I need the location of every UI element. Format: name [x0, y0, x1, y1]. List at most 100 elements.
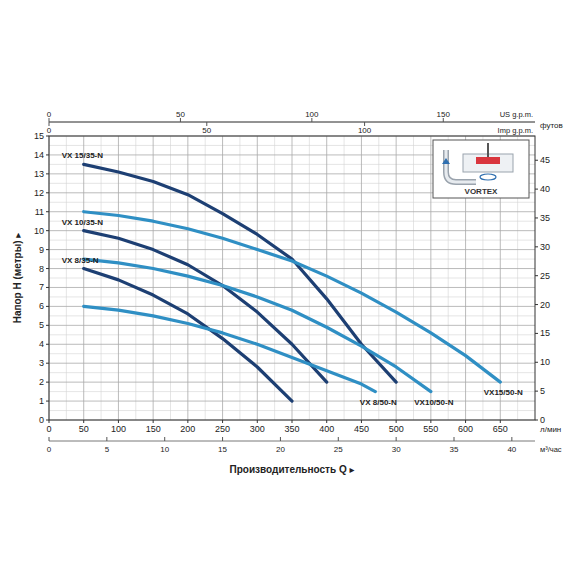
icon-label: VORTEX	[465, 187, 499, 196]
secondary-tick-label: 100	[358, 126, 372, 135]
grid-line	[49, 382, 535, 383]
grid-line	[49, 325, 535, 326]
x-tick	[465, 420, 466, 423]
secondary-axis-label: Imp g.p.m.	[498, 126, 533, 135]
series-label: VX 8/50-N	[360, 398, 397, 407]
y2-tick-label: 15	[540, 328, 550, 338]
secondary-axis-line	[49, 122, 535, 123]
y-tick-label: 14	[34, 150, 44, 160]
secondary-axis-line	[49, 441, 535, 442]
y-tick	[46, 230, 49, 231]
secondary-tick-label: 0	[47, 110, 52, 119]
secondary-tick	[396, 437, 397, 441]
x-tick	[222, 420, 223, 423]
secondary-tick-label: 0	[47, 445, 52, 454]
y-tick-label: 10	[34, 226, 44, 236]
y-tick	[46, 192, 49, 193]
y2-tick-label: 0	[540, 415, 545, 425]
series-label: VX 10/35-N	[62, 218, 104, 227]
y-tick-label: 5	[39, 320, 44, 330]
vortex-icon: VORTEX	[433, 140, 529, 198]
grid-line	[257, 136, 258, 420]
y2-tick	[535, 391, 538, 392]
secondary-axis-label: US g.p.m.	[500, 110, 533, 119]
secondary-tick-label: 10	[160, 445, 169, 454]
pump-curve	[84, 212, 501, 382]
y-tick	[46, 382, 49, 383]
secondary-tick	[511, 437, 512, 441]
x-tick	[361, 420, 362, 423]
grid-line	[49, 268, 535, 269]
y-tick	[46, 249, 49, 250]
grid-line	[49, 230, 535, 231]
y-tick-label: 2	[39, 377, 44, 387]
x-tick-label: 350	[284, 424, 299, 434]
icon-frame	[433, 140, 529, 198]
secondary-tick	[338, 437, 339, 441]
secondary-axis-label: м³/час	[540, 445, 562, 454]
secondary-tick-label: 15	[218, 445, 227, 454]
secondary-tick-label: 5	[105, 445, 110, 454]
secondary-tick	[280, 437, 281, 441]
grid-line	[49, 249, 535, 250]
series-label: VX 15/35-N	[62, 151, 104, 160]
y2-axis-title: футов	[540, 121, 563, 130]
grid-line	[49, 306, 535, 307]
grid-line	[49, 363, 535, 364]
secondary-tick-label: 35	[450, 445, 459, 454]
y-tick-label: 12	[34, 188, 44, 198]
grid-line	[83, 136, 84, 420]
y2-tick-label: 30	[540, 242, 550, 252]
secondary-tick-label: 30	[392, 445, 401, 454]
y-axis-title: Напор H (метры) ▸	[12, 233, 23, 324]
y-tick-label: 9	[39, 245, 44, 255]
y-tick-label: 15	[34, 131, 44, 141]
x-tick	[292, 420, 293, 423]
y-tick	[46, 173, 49, 174]
x-tick-label: 300	[250, 424, 265, 434]
chart: 0123456789101112131415Напор H (метры) ▸0…	[0, 0, 570, 570]
grid	[49, 136, 535, 420]
y2-tick-label: 40	[540, 184, 550, 194]
series-label: VX10/50-N	[414, 398, 453, 407]
pump-curve	[84, 306, 376, 391]
secondary-tick	[454, 437, 455, 441]
y-tick-label: 8	[39, 264, 44, 274]
y2-tick	[535, 304, 538, 305]
y2-tick-label: 20	[540, 300, 550, 310]
y-tick-label: 13	[34, 169, 44, 179]
x-tick-label: 0	[46, 424, 51, 434]
y-tick-label: 11	[35, 207, 44, 217]
pump-curve	[84, 259, 431, 392]
y2-tick-label: 35	[540, 213, 550, 223]
curves	[84, 164, 501, 401]
x-axis-title: Производительность Q ▸	[230, 464, 355, 475]
x-tick-label: 600	[458, 424, 473, 434]
y2-tick	[535, 275, 538, 276]
y2-tick	[535, 189, 538, 190]
y-tick	[46, 268, 49, 269]
y-tick-label: 4	[39, 339, 44, 349]
secondary-tick-label: 100	[305, 110, 319, 119]
y-tick	[46, 136, 49, 137]
secondary-tick-label: 50	[176, 110, 185, 119]
plot-frame	[49, 136, 535, 420]
x-tick	[326, 420, 327, 423]
y-tick	[46, 306, 49, 307]
x-tick-label: 50	[79, 424, 89, 434]
x-tick-label: 550	[423, 424, 438, 434]
secondary-tick-label: 50	[202, 126, 211, 135]
icon-vortex	[480, 174, 496, 180]
y-tick	[46, 211, 49, 212]
icon-shaft	[487, 143, 489, 157]
y2-tick-label: 25	[540, 271, 550, 281]
secondary-tick-label: 25	[334, 445, 343, 454]
x-tick	[430, 420, 431, 423]
y-tick	[46, 363, 49, 364]
secondary-tick	[164, 437, 165, 441]
grid-line	[118, 136, 119, 420]
x-tick-label: 150	[146, 424, 161, 434]
series-label: VX 8/35-N	[62, 256, 99, 265]
grid-line	[49, 211, 535, 212]
secondary-tick	[49, 437, 50, 441]
